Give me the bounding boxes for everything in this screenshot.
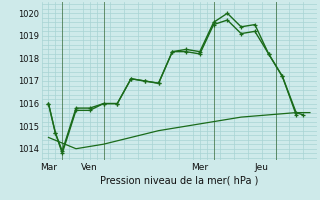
X-axis label: Pression niveau de la mer( hPa ): Pression niveau de la mer( hPa ): [100, 176, 258, 186]
